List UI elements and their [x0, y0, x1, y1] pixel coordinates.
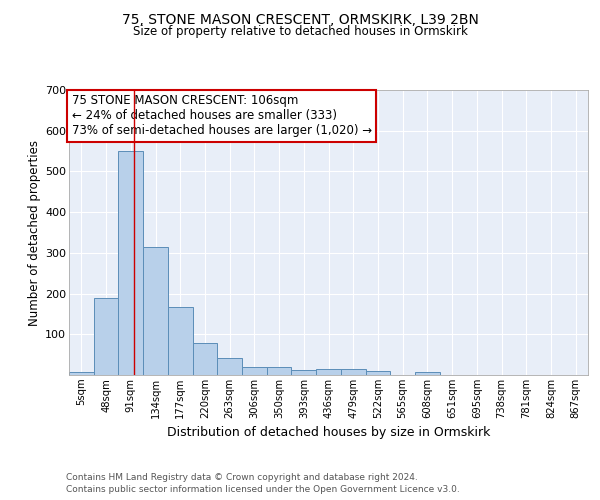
Bar — [267, 367, 292, 375]
Text: 75 STONE MASON CRESCENT: 106sqm
← 24% of detached houses are smaller (333)
73% o: 75 STONE MASON CRESCENT: 106sqm ← 24% of… — [71, 94, 372, 138]
Bar — [242, 367, 267, 375]
Bar — [118, 151, 143, 375]
Bar — [415, 372, 440, 375]
Bar — [69, 372, 94, 375]
X-axis label: Distribution of detached houses by size in Ormskirk: Distribution of detached houses by size … — [167, 426, 490, 440]
Text: Contains HM Land Registry data © Crown copyright and database right 2024.: Contains HM Land Registry data © Crown c… — [66, 472, 418, 482]
Bar — [341, 370, 365, 375]
Bar — [143, 246, 168, 375]
Bar — [316, 370, 341, 375]
Bar — [168, 306, 193, 375]
Bar — [365, 371, 390, 375]
Bar — [94, 298, 118, 375]
Text: Contains public sector information licensed under the Open Government Licence v3: Contains public sector information licen… — [66, 485, 460, 494]
Y-axis label: Number of detached properties: Number of detached properties — [28, 140, 41, 326]
Bar — [193, 343, 217, 375]
Bar — [217, 358, 242, 375]
Text: 75, STONE MASON CRESCENT, ORMSKIRK, L39 2BN: 75, STONE MASON CRESCENT, ORMSKIRK, L39 … — [122, 12, 478, 26]
Bar — [292, 370, 316, 375]
Text: Size of property relative to detached houses in Ormskirk: Size of property relative to detached ho… — [133, 25, 467, 38]
